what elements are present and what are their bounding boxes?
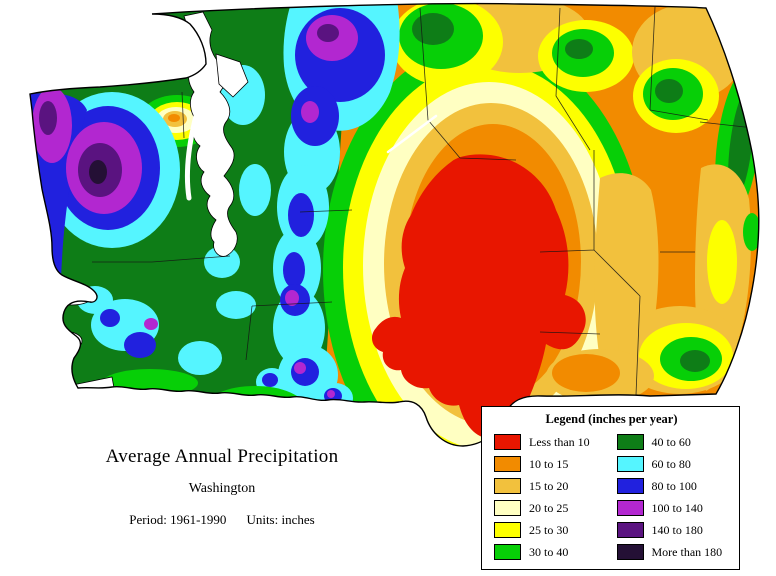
- eastern-bands: [546, 164, 759, 403]
- legend-swatch: [494, 434, 521, 450]
- legend-swatch: [494, 500, 521, 516]
- legend-item-label: 40 to 60: [651, 434, 691, 449]
- legend-swatch: [616, 544, 644, 560]
- legend-item: 10 to 15: [494, 456, 607, 472]
- hood-canal: [184, 109, 200, 201]
- map-caption: Average Annual Precipitation Washington …: [76, 446, 368, 528]
- legend-item: 80 to 100: [616, 478, 730, 494]
- period-text: Period: 1961-1990: [129, 512, 227, 527]
- legend-swatch: [494, 522, 521, 538]
- legend-swatch: [494, 478, 521, 494]
- legend-swatch: [616, 500, 644, 516]
- legend-swatch: [494, 456, 521, 472]
- legend-item-label: 15 to 20: [529, 478, 569, 493]
- legend-title: Legend (inches per year): [545, 412, 678, 426]
- legend-item: 100 to 140: [616, 500, 730, 516]
- legend-item-label: Less than 10: [529, 434, 590, 449]
- northeast-highlands: [391, 3, 759, 221]
- legend-item: More than 180: [616, 544, 730, 560]
- legend-swatch: [494, 544, 521, 560]
- legend-item: 25 to 30: [494, 522, 607, 538]
- legend-item: Less than 10: [494, 434, 607, 450]
- legend-item-label: More than 180: [651, 544, 723, 559]
- admiralty-inlet: [215, 53, 249, 98]
- legend-item-label: 100 to 140: [651, 500, 703, 515]
- legend-item-label: 20 to 25: [529, 500, 569, 515]
- legend: Legend (inches per year) Less than 10 10…: [481, 406, 740, 570]
- legend-item-label: 60 to 80: [651, 456, 691, 471]
- legend-item-label: 80 to 100: [651, 478, 697, 493]
- cascades: [256, 3, 400, 446]
- legend-item: 40 to 60: [616, 434, 730, 450]
- legend-item: 15 to 20: [494, 478, 607, 494]
- map-region: Washington: [188, 481, 256, 496]
- legend-item: 60 to 80: [616, 456, 730, 472]
- legend-item: 20 to 25: [494, 500, 607, 516]
- map-period-units: Period: 1961-1990 Units: inches: [76, 512, 368, 528]
- legend-column-1: Less than 10 10 to 15 15 to 20 20 to 25 …: [494, 434, 607, 560]
- lake-chelan: [386, 114, 438, 154]
- legend-columns: Less than 10 10 to 15 15 to 20 20 to 25 …: [494, 434, 729, 560]
- legend-item: 140 to 180: [616, 522, 730, 538]
- map-title: Average Annual Precipitation: [105, 446, 339, 467]
- legend-item-label: 10 to 15: [529, 456, 569, 471]
- legend-item-label: 30 to 40: [529, 544, 569, 559]
- county-boundaries: [92, 6, 755, 396]
- willapa-bay: [53, 331, 83, 351]
- legend-swatch: [616, 478, 644, 494]
- legend-swatch: [616, 522, 644, 538]
- legend-item: 30 to 40: [494, 544, 607, 560]
- units-text: Units: inches: [246, 512, 315, 527]
- legend-item-label: 140 to 180: [651, 522, 703, 537]
- legend-swatch: [616, 456, 644, 472]
- legend-swatch: [616, 434, 644, 450]
- legend-item-label: 25 to 30: [529, 522, 569, 537]
- legend-column-2: 40 to 60 60 to 80 80 to 100 100 to 140 1…: [616, 434, 730, 560]
